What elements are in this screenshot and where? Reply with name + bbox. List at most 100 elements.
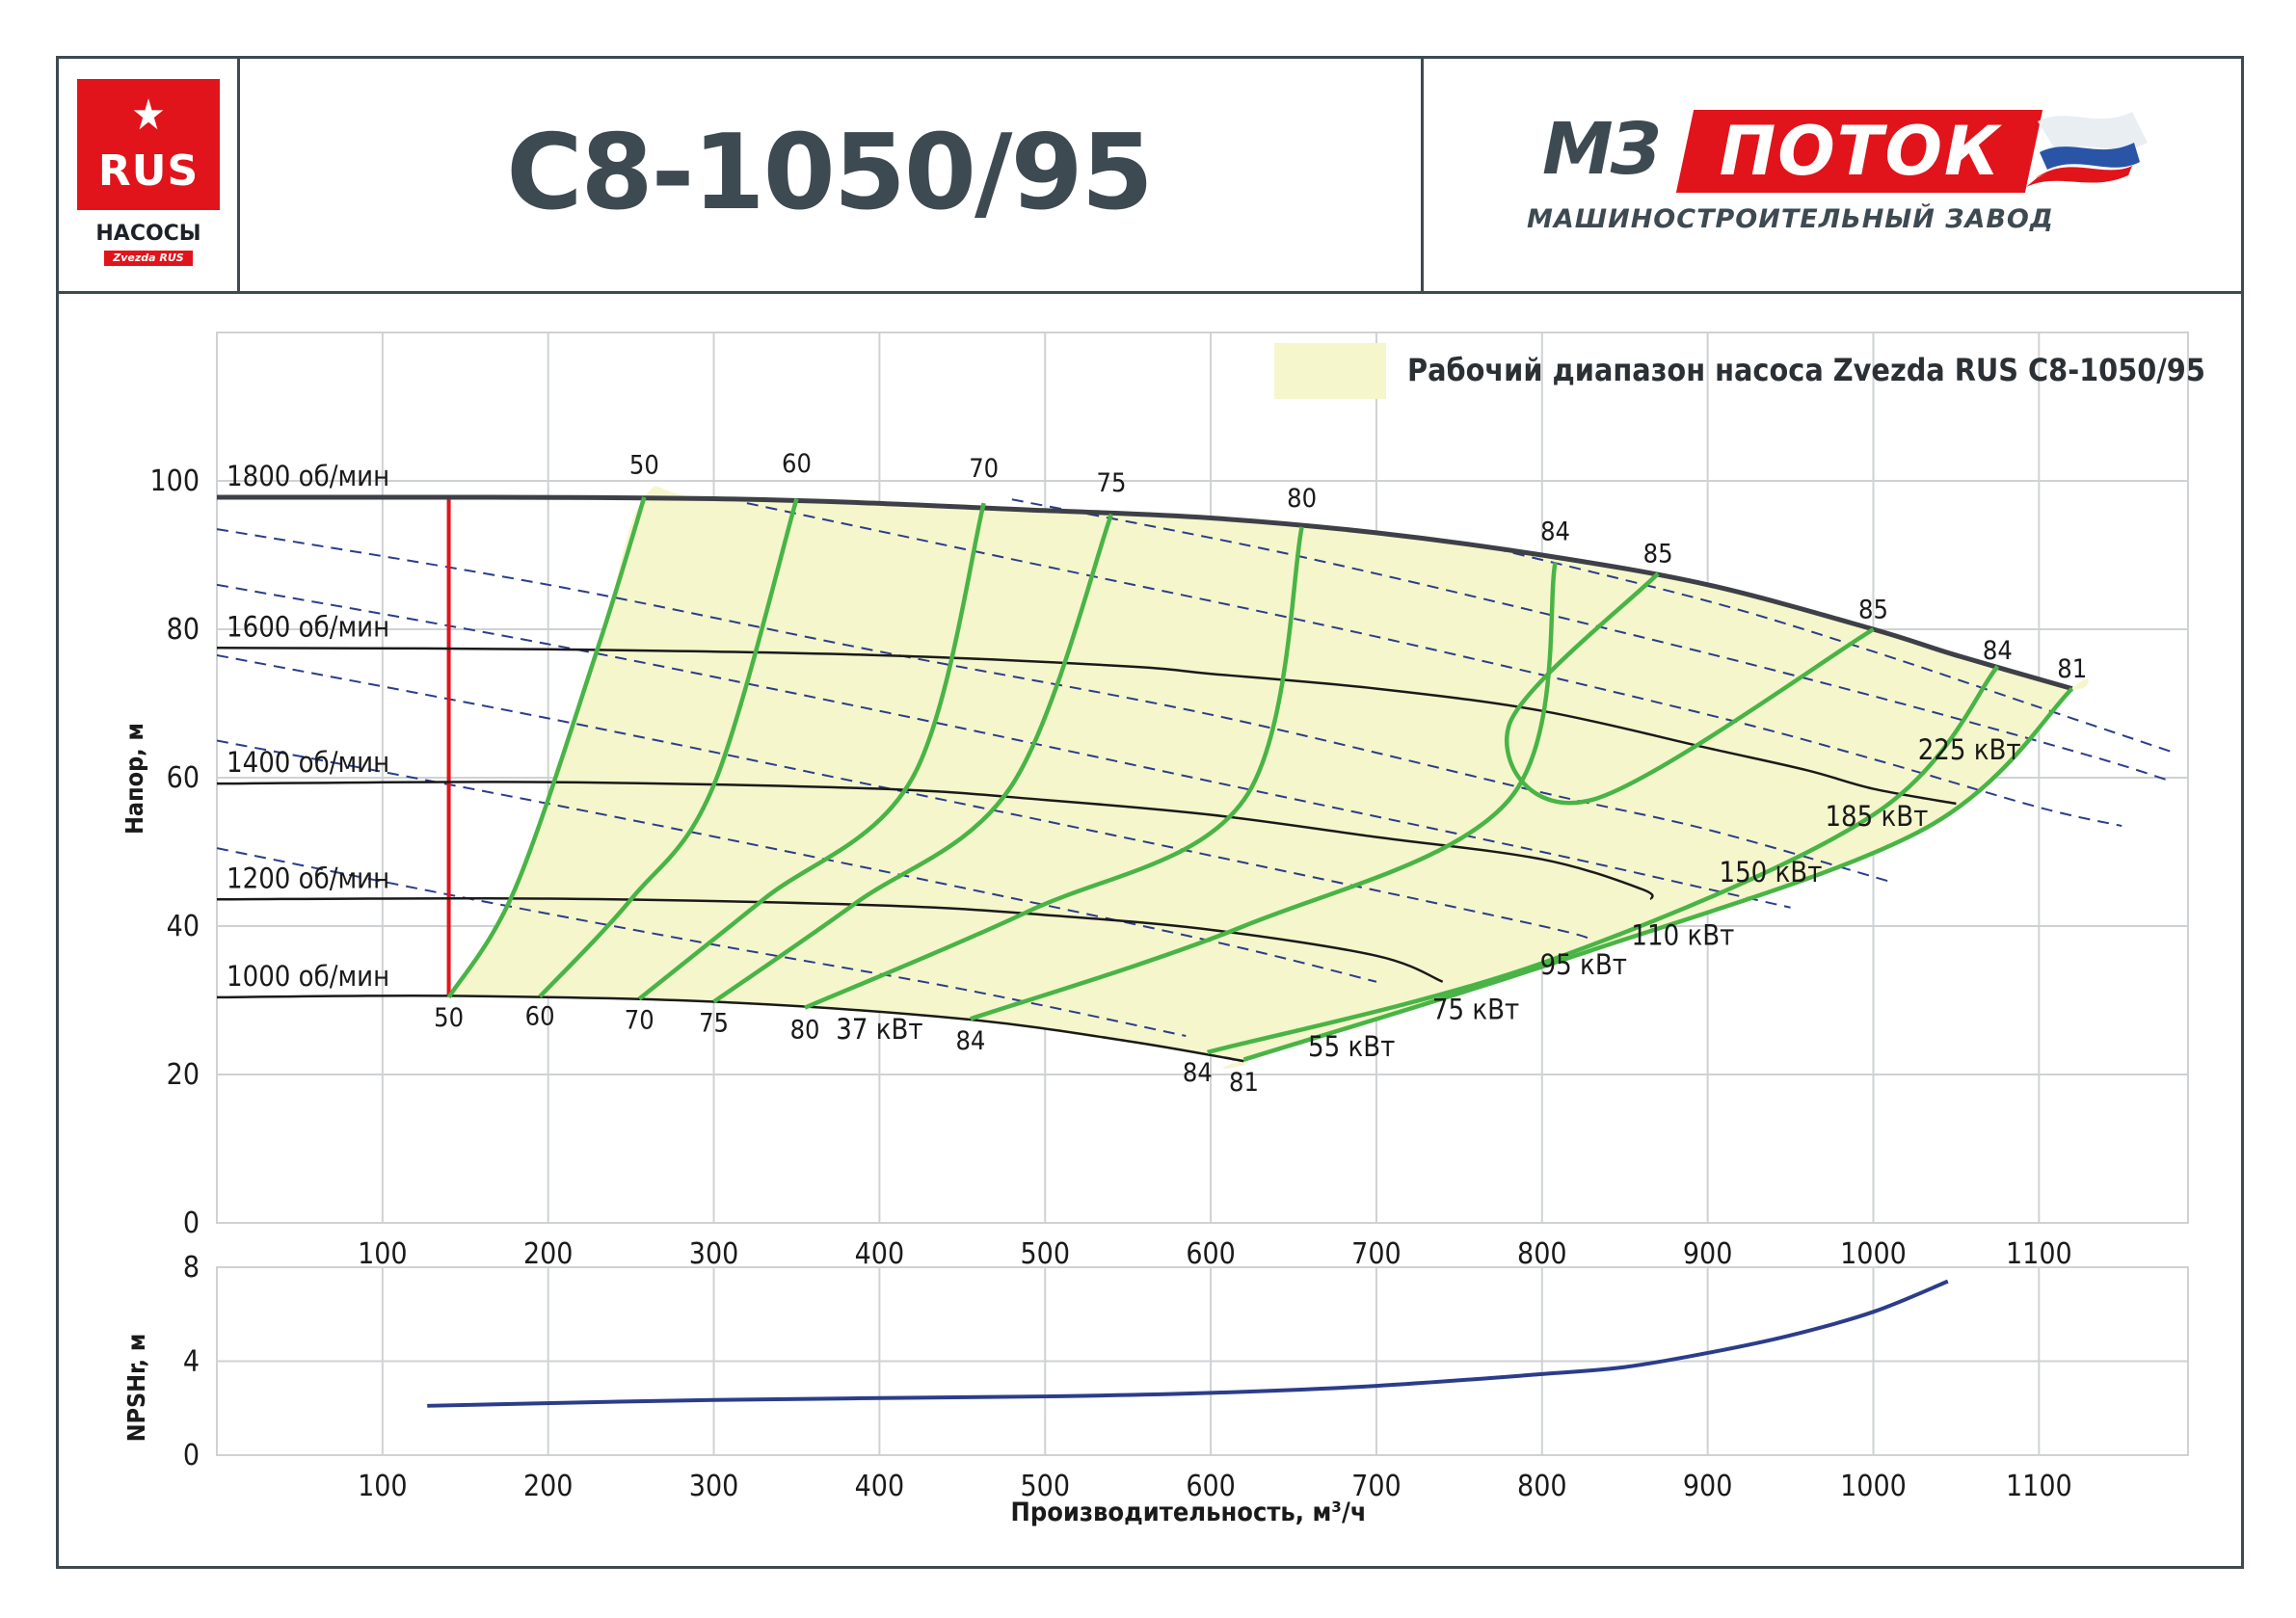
efficiency-curve [970, 562, 1558, 1021]
npsh-x-tick-label: 100 [358, 1470, 408, 1503]
power-line-label: 225 кВт [1918, 733, 2021, 766]
y-tick-label: 20 [167, 1058, 200, 1092]
x-tick-label: 800 [1517, 1237, 1567, 1271]
power-line-label: 37 кВт [836, 1013, 922, 1046]
speed-curve-label: 1600 об/мин [227, 610, 389, 643]
x-tick-label: 1100 [2006, 1237, 2072, 1271]
efficiency-label-top: 75 [1097, 468, 1127, 498]
power-line-label: 110 кВт [1631, 918, 1734, 951]
header-divider-right [1421, 56, 1424, 293]
efficiency-label-top: 84 [1983, 636, 2013, 666]
efficiency-curve [1505, 571, 1875, 806]
power-line-label: 75 кВт [1432, 993, 1519, 1025]
efficiency-label-top: 84 [1540, 517, 1570, 547]
legend-swatch [1274, 343, 1386, 399]
russian-flag-icon [2026, 112, 2148, 187]
npsh-curve [427, 1279, 1949, 1408]
speed-curve [216, 896, 1444, 983]
efficiency-label-top: 50 [629, 450, 659, 480]
y-tick-label: 0 [183, 1207, 200, 1240]
npsh-x-tick-label: 300 [689, 1470, 739, 1503]
efficiency-label-bottom: 80 [790, 1015, 820, 1045]
efficiency-curve [804, 526, 1304, 1010]
efficiency-curve [637, 502, 986, 1001]
y-axis-label-head: Напор, м [120, 723, 148, 835]
logo-tag: Zvezda RUS [104, 251, 193, 266]
efficiency-curve [1242, 686, 2074, 1062]
x-tick-label: 900 [1683, 1237, 1733, 1271]
y-axis-label-npsh: NPSHr, м [122, 1334, 150, 1443]
x-tick-label: 700 [1351, 1237, 1402, 1271]
page-frame [56, 56, 2244, 1569]
x-tick-label: 100 [358, 1237, 408, 1271]
x-tick-label: 400 [855, 1237, 905, 1271]
y-tick-label: 60 [167, 761, 200, 795]
npsh-y-tick-label: 0 [183, 1439, 200, 1472]
efficiency-curve [446, 496, 647, 999]
efficiency-label-bottom: 50 [434, 1003, 464, 1033]
efficiency-label-bottom: 75 [699, 1008, 729, 1038]
logo-badge: ★ RUS [77, 79, 220, 210]
logo-subtitle: МАШИНОСТРОИТЕЛЬНЫЙ ЗАВОД [1527, 204, 2054, 234]
power-line [217, 739, 1377, 983]
speed-curve-label: 1200 об/мин [227, 862, 389, 894]
efficiency-label-top: 80 [1287, 484, 1317, 514]
npsh-x-tick-label: 800 [1517, 1470, 1567, 1503]
efficiency-label-bottom: 81 [1229, 1068, 1259, 1098]
efficiency-label-bottom: 84 [955, 1026, 985, 1056]
efficiency-label-top: 60 [782, 449, 812, 479]
y-tick-label: 100 [149, 464, 200, 498]
power-line [217, 847, 1187, 1037]
efficiency-label-bottom: 70 [625, 1005, 654, 1035]
x-tick-label: 200 [523, 1237, 574, 1271]
speed-curve [216, 994, 1244, 1063]
efficiency-curve [538, 497, 799, 998]
power-line-label: 185 кВт [1825, 800, 1928, 833]
rus-nasosy-logo: ★ RUS НАСОСЫ Zvezda RUS [77, 79, 220, 266]
power-line-label: 55 кВт [1308, 1030, 1395, 1063]
star-icon: ★ [131, 91, 166, 140]
x-tick-label: 600 [1186, 1237, 1236, 1271]
efficiency-curve [1207, 665, 2000, 1055]
npsh-x-tick-label: 1100 [2006, 1470, 2072, 1503]
speed-curve [216, 494, 2073, 692]
logo-mark: МЗ [1542, 108, 1661, 191]
x-tick-label: 500 [1020, 1237, 1070, 1271]
efficiency-label-top: 81 [2057, 654, 2087, 684]
y-tick-label: 40 [167, 910, 200, 943]
power-line-label: 150 кВт [1719, 856, 1822, 889]
logo-badge-text: RUS [97, 146, 200, 196]
npsh-x-tick-label: 200 [523, 1470, 574, 1503]
logo-name: НАСОСЫ [95, 222, 201, 246]
npsh-x-tick-label: 700 [1351, 1470, 1402, 1503]
npsh-x-tick-label: 1000 [1840, 1470, 1907, 1503]
speed-curve-label: 1400 об/мин [227, 746, 389, 779]
x-axis-label: Производительность, м³/ч [1011, 1498, 1367, 1527]
npsh-x-tick-label: 600 [1186, 1470, 1236, 1503]
x-tick-label: 1000 [1840, 1237, 1907, 1271]
efficiency-label-top: 85 [1643, 540, 1673, 570]
power-line-label: 95 кВт [1540, 948, 1627, 981]
power-line [1011, 498, 2173, 782]
efficiency-curve [712, 513, 1114, 1004]
power-line [217, 528, 1890, 883]
logo-brand-name: ПОТОК [1719, 112, 2002, 191]
speed-curve [216, 647, 1957, 806]
npsh-x-tick-label: 400 [855, 1470, 905, 1503]
efficiency-label-top: 70 [969, 454, 999, 484]
power-line [746, 502, 2122, 828]
y-tick-label: 80 [167, 613, 200, 647]
efficiency-label-bottom: 84 [1183, 1058, 1213, 1088]
page-title: С8-1050/95 [506, 113, 1154, 233]
header-divider [56, 291, 2244, 294]
header-divider-left [237, 56, 240, 293]
power-line [217, 583, 1791, 909]
x-tick-label: 300 [689, 1237, 739, 1271]
operating-range-area [448, 486, 2089, 1069]
npsh-x-tick-label: 900 [1683, 1470, 1733, 1503]
speed-curve [216, 781, 1654, 901]
npsh-y-tick-label: 8 [183, 1251, 200, 1285]
efficiency-label-top: 85 [1858, 595, 1888, 624]
speed-curve-label: 1800 об/мин [227, 460, 389, 492]
